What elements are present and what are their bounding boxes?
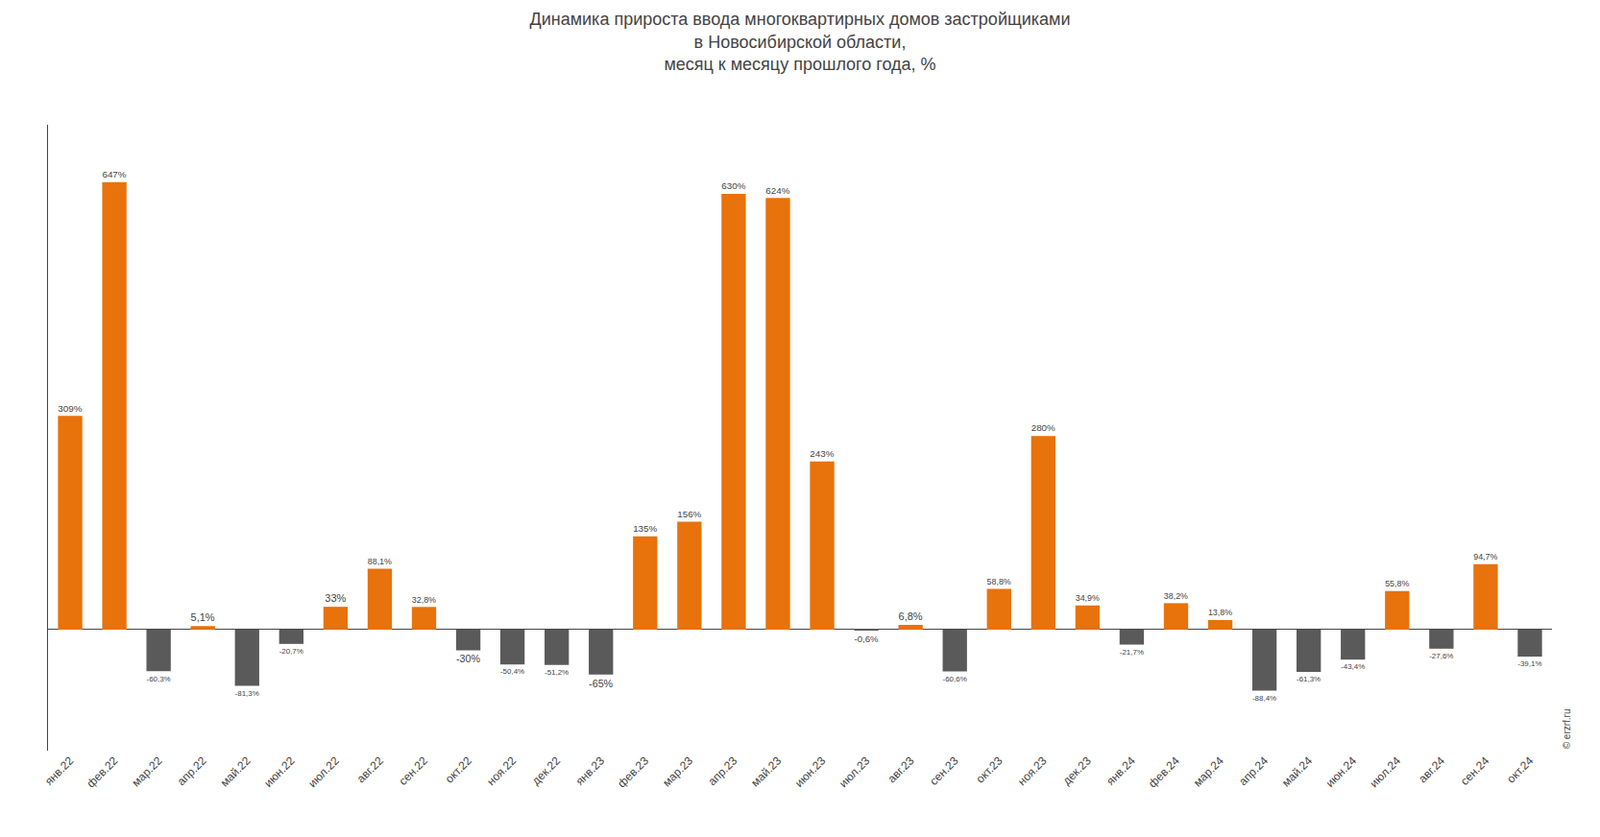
svg-text:дек.22: дек.22 (529, 753, 563, 788)
svg-text:июл.24: июл.24 (1367, 753, 1405, 791)
svg-text:-39,1%: -39,1% (1517, 659, 1542, 669)
svg-text:33%: 33% (324, 592, 346, 605)
svg-text:авг.22: авг.22 (354, 753, 387, 786)
svg-text:мар.22: мар.22 (129, 753, 166, 790)
svg-text:-81,3%: -81,3% (235, 689, 260, 699)
svg-text:624%: 624% (765, 185, 790, 196)
svg-text:-21,7%: -21,7% (1119, 648, 1144, 657)
svg-text:апр.23: апр.23 (705, 753, 741, 789)
svg-text:янв.23: янв.23 (573, 753, 608, 789)
svg-text:55,8%: 55,8% (1384, 579, 1409, 589)
svg-text:647%: 647% (101, 169, 126, 180)
svg-text:ноя.22: ноя.22 (484, 753, 519, 789)
svg-text:дек.23: дек.23 (1060, 753, 1094, 788)
svg-text:фев.22: фев.22 (84, 753, 122, 791)
svg-text:5,1%: 5,1% (191, 611, 216, 624)
svg-text:авг.24: авг.24 (1415, 753, 1448, 786)
svg-text:-20,7%: -20,7% (279, 647, 304, 656)
svg-text:Динамика прироста ввода многок: Динамика прироста ввода многоквартирных … (529, 9, 1070, 74)
svg-text:-43,4%: -43,4% (1340, 662, 1365, 672)
svg-text:май.22: май.22 (218, 753, 254, 790)
svg-text:фев.24: фев.24 (1145, 753, 1183, 791)
svg-text:630%: 630% (721, 180, 746, 192)
svg-text:94,7%: 94,7% (1473, 552, 1498, 562)
svg-text:янв.22: янв.22 (42, 753, 77, 789)
svg-text:156%: 156% (677, 509, 702, 520)
svg-text:май.23: май.23 (748, 753, 784, 790)
svg-text:-60,3%: -60,3% (145, 675, 170, 684)
svg-text:авг.23: авг.23 (885, 753, 918, 786)
svg-text:13,8%: 13,8% (1208, 607, 1233, 618)
svg-text:-60,6%: -60,6% (943, 675, 968, 684)
svg-text:-0,6%: -0,6% (853, 633, 879, 645)
svg-text:309%: 309% (57, 403, 82, 414)
svg-text:243%: 243% (809, 448, 834, 460)
svg-text:июн.22: июн.22 (261, 753, 298, 791)
svg-text:июл.23: июл.23 (836, 753, 873, 791)
svg-text:окт.22: окт.22 (442, 753, 475, 786)
svg-text:-88,4%: -88,4% (1252, 694, 1277, 704)
svg-text:сен.22: сен.22 (396, 753, 432, 789)
svg-text:янв.24: янв.24 (1103, 753, 1139, 789)
svg-text:-65%: -65% (588, 678, 614, 690)
svg-text:32,8%: 32,8% (412, 595, 437, 606)
svg-text:сен.23: сен.23 (926, 753, 962, 789)
svg-text:38,2%: 38,2% (1163, 591, 1188, 602)
svg-text:58,8%: 58,8% (987, 577, 1012, 587)
svg-text:-61,3%: -61,3% (1296, 675, 1321, 684)
svg-text:135%: 135% (632, 523, 657, 534)
svg-text:сен.24: сен.24 (1457, 753, 1493, 789)
svg-text:34,9%: 34,9% (1075, 593, 1100, 604)
svg-text:© erzrf.ru: © erzrf.ru (1561, 709, 1573, 751)
svg-text:фев.23: фев.23 (614, 753, 652, 791)
svg-text:-50,4%: -50,4% (500, 667, 525, 677)
svg-text:-51,2%: -51,2% (544, 668, 569, 678)
svg-text:апр.24: апр.24 (1236, 753, 1271, 789)
svg-text:июн.23: июн.23 (792, 753, 829, 791)
svg-text:ноя.23: ноя.23 (1015, 753, 1050, 789)
svg-text:май.24: май.24 (1279, 753, 1315, 790)
svg-text:88,1%: 88,1% (367, 557, 392, 567)
svg-text:окт.23: окт.23 (972, 753, 1005, 786)
svg-text:апр.22: апр.22 (174, 753, 210, 789)
svg-text:июн.24: июн.24 (1323, 753, 1360, 791)
svg-text:-27,6%: -27,6% (1429, 652, 1454, 661)
svg-text:-30%: -30% (456, 653, 482, 665)
svg-text:июл.22: июл.22 (305, 753, 342, 791)
svg-text:мар.23: мар.23 (659, 753, 696, 790)
svg-text:6,8%: 6,8% (897, 610, 922, 623)
svg-text:280%: 280% (1031, 422, 1056, 434)
svg-text:мар.24: мар.24 (1190, 753, 1227, 790)
svg-text:окт.24: окт.24 (1503, 753, 1536, 786)
